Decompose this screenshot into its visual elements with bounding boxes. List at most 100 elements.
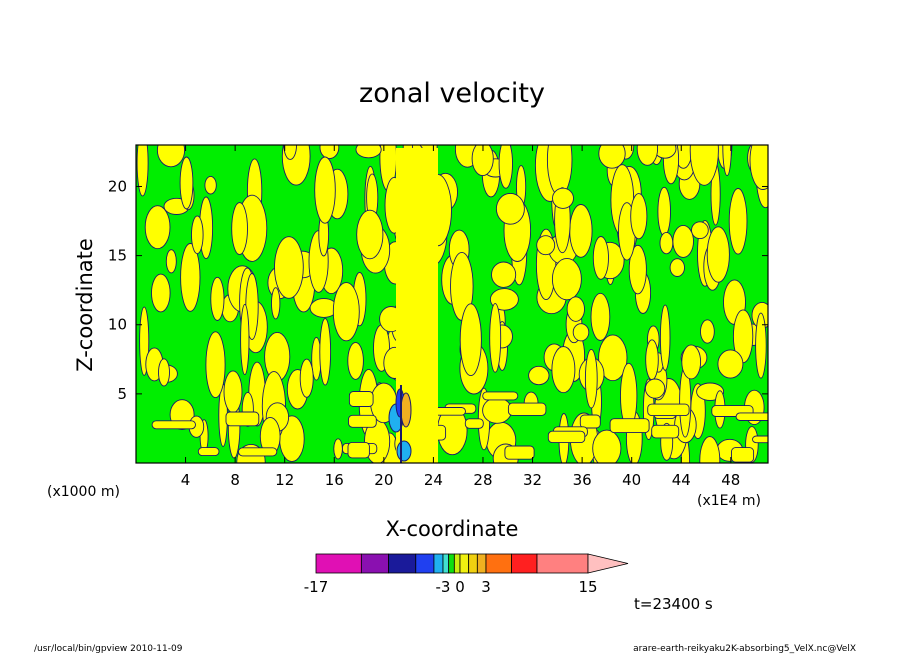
y-tick-label: 20	[108, 177, 127, 195]
y-axis: 5 10 15 20	[108, 177, 768, 403]
positive-region	[205, 331, 226, 399]
positive-region	[498, 145, 513, 189]
colorbar-band	[448, 553, 455, 574]
positive-region	[347, 341, 364, 380]
positive-region	[749, 145, 768, 190]
positive-region	[609, 418, 650, 434]
plot-frame	[135, 144, 769, 464]
positive-region	[274, 236, 304, 299]
positive-region	[191, 215, 204, 255]
positive-region	[271, 287, 281, 320]
positive-region	[731, 447, 755, 463]
positive-region	[197, 447, 220, 457]
colorbar	[315, 553, 629, 574]
positive-region	[546, 145, 573, 196]
chart-title: zonal velocity	[359, 78, 545, 109]
positive-region	[645, 339, 659, 381]
positive-region	[299, 358, 314, 398]
x-tick-label: 8	[230, 471, 240, 489]
x-tick-label: 12	[275, 471, 294, 489]
positive-region	[356, 209, 384, 260]
y-tick-label: 10	[108, 316, 127, 334]
positive-region	[717, 349, 744, 379]
positive-region	[136, 145, 149, 197]
positive-region	[547, 430, 586, 444]
positive-region	[569, 204, 593, 258]
positive-region	[706, 226, 730, 283]
positive-region	[651, 424, 680, 439]
negative-core-lower	[396, 440, 412, 462]
colorbar-band	[511, 553, 538, 574]
positive-region	[689, 145, 719, 186]
positive-region	[735, 412, 768, 421]
positive-region	[528, 365, 550, 386]
positive-region	[204, 175, 217, 195]
positive-region	[180, 243, 201, 312]
positive-region	[598, 334, 628, 382]
y-axis-label: Z-coordinate	[73, 238, 97, 372]
colorbar-band	[360, 553, 389, 574]
positive-region	[459, 303, 482, 377]
positive-region	[314, 156, 336, 224]
positive-region	[644, 378, 666, 399]
colorbar-band	[388, 553, 417, 574]
positive-region	[348, 391, 374, 407]
time-label: t=23400 s	[634, 595, 713, 613]
colorbar-band	[453, 553, 461, 574]
y-tick-label: 5	[117, 385, 127, 403]
positive-region	[699, 436, 721, 463]
x-tick-label: 24	[424, 471, 443, 489]
positive-region	[144, 205, 171, 250]
positive-region	[223, 370, 243, 414]
positive-region	[657, 186, 671, 237]
positive-region	[592, 236, 609, 280]
positive-region	[482, 397, 513, 424]
colorbar-tick-label: 0	[455, 578, 465, 596]
positive-region	[636, 145, 659, 166]
positive-region	[552, 187, 574, 209]
positive-region	[495, 192, 525, 225]
positive-region	[489, 288, 519, 311]
positive-region	[691, 221, 709, 240]
positive-region	[551, 257, 582, 301]
colorbar-tick-label: 3	[481, 578, 491, 596]
x-unit-right: (x1E4 m)	[697, 493, 761, 509]
colorbar-tick-label: 15	[578, 578, 597, 596]
positive-region	[566, 296, 585, 322]
x-tick-label: 48	[721, 471, 740, 489]
positive-region	[669, 258, 685, 277]
x-tick-label: 28	[473, 471, 492, 489]
positive-region	[464, 418, 484, 429]
positive-region	[165, 249, 177, 274]
positive-region	[681, 344, 702, 380]
positive-region	[507, 402, 547, 416]
positive-region	[584, 348, 598, 409]
positive-region	[355, 145, 382, 159]
positive-region	[628, 244, 647, 295]
colorbar-band	[442, 553, 450, 574]
footer-left: /usr/local/bin/gpview 2010-11-09	[34, 644, 183, 654]
colorbar-band	[476, 553, 487, 574]
positive-region	[225, 411, 260, 427]
positive-region	[151, 273, 171, 313]
central-jet-features	[388, 148, 438, 463]
colorbar-tick-label: -3	[436, 578, 451, 596]
field-positive-regions	[136, 145, 768, 463]
colorbar-tick-label: -17	[304, 578, 329, 596]
positive-region	[579, 414, 601, 429]
colorbar-band	[315, 553, 362, 574]
positive-region	[319, 145, 340, 160]
colorbar-band	[485, 553, 512, 574]
positive-region	[151, 420, 196, 430]
positive-region	[210, 276, 225, 321]
positive-region	[722, 145, 732, 176]
positive-region	[752, 435, 768, 444]
positive-region	[238, 447, 278, 457]
colorbar-band	[459, 553, 470, 574]
positive-region	[231, 202, 248, 256]
plot-area	[135, 144, 769, 464]
positive-region	[755, 312, 767, 379]
positive-region	[700, 319, 715, 344]
positive-region	[659, 231, 674, 255]
